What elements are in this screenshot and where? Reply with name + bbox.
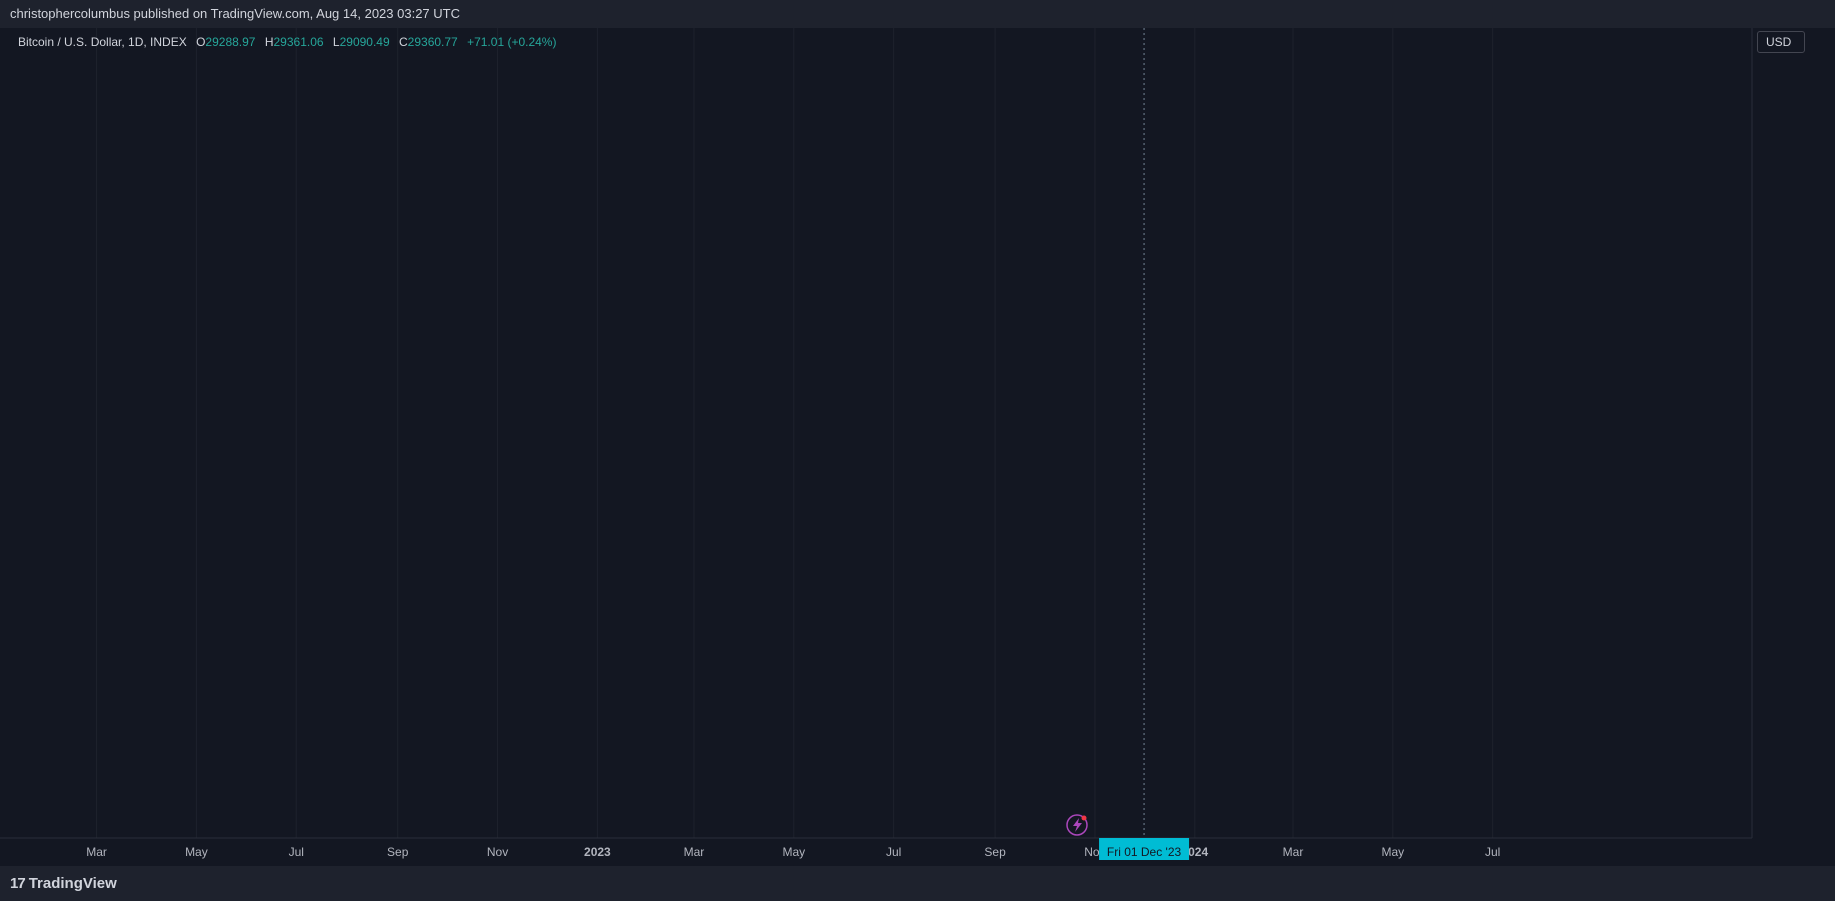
crosshair-date-tag (1099, 838, 1190, 860)
time-tick-label: Mar (1283, 845, 1304, 859)
grid (96, 28, 1494, 838)
price-axis[interactable]: 44000.0040000.0038000.0036000.0034000.00… (1751, 28, 1835, 838)
price-axis-bg (1752, 28, 1835, 838)
brand-name: TradingView (28, 875, 117, 892)
time-axis-bg (0, 838, 1835, 866)
time-tick-label: Mar (684, 845, 705, 859)
time-axis[interactable]: Mar May Jul Sep Nov 2023 Mar May Jul Sep Nov 2024 Ma… (0, 837, 1835, 866)
currency-button[interactable]: USD (1757, 31, 1805, 53)
time-tick-label: May (185, 845, 208, 859)
time-tick-label: May (1381, 845, 1404, 859)
time-tick-label: Jul (289, 845, 304, 859)
close-label: C (399, 35, 408, 49)
time-tick-label: Sep (984, 845, 1006, 859)
open-label: O (196, 35, 206, 49)
low-value: 29090.49 (339, 35, 390, 49)
crosshair (1143, 28, 1145, 838)
time-tick-label: Sep (387, 845, 409, 859)
high-value: 29361.06 (273, 35, 324, 49)
high-label: H (264, 35, 274, 49)
low-label: L (332, 35, 340, 49)
open-value: 29288.97 (205, 35, 256, 49)
time-tick-label: Jul (1485, 845, 1500, 859)
close-value: 29360.77 (407, 35, 458, 49)
published-header: christophercolumbus published on Trading… (0, 0, 1835, 28)
logo-mark: 17 (10, 875, 26, 892)
time-tick-label: Jul (886, 845, 901, 859)
symbol-name[interactable]: Bitcoin / U.S. Dollar, 1D, INDEX (18, 35, 187, 49)
crosshair-date-label: Fri 01 Dec '23 (1107, 845, 1182, 859)
change-value: +71.01 (+0.24%) (467, 35, 557, 49)
time-tick-label: May (782, 845, 805, 859)
price-chart[interactable]: 50.00% 44000.0040000.0038000.0036000.003… (0, 28, 1835, 866)
chart-background (0, 28, 1835, 866)
lightning-icon[interactable] (1066, 814, 1088, 836)
symbol-legend: Bitcoin / U.S. Dollar, 1D, INDEX O29288.… (18, 35, 556, 49)
time-tick-label: Nov (487, 845, 508, 859)
footer-bar: 17 TradingView (0, 866, 1835, 901)
time-tick-label: Mar (86, 845, 107, 859)
tradingview-logo[interactable]: 17 TradingView (10, 866, 117, 901)
time-tick-label: 2023 (584, 845, 611, 859)
